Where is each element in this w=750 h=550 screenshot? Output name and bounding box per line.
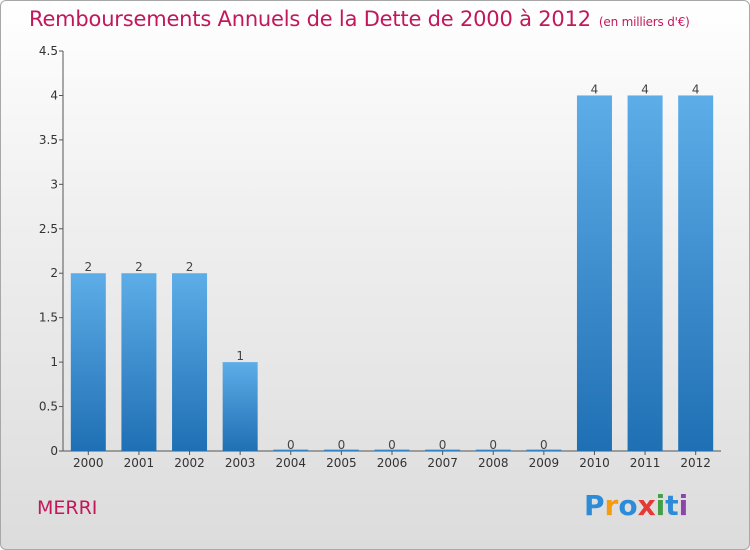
chart-title: Remboursements Annuels de la Dette de 20… [29, 7, 690, 31]
y-tick-label: 2 [50, 266, 58, 280]
data-label: 0 [338, 438, 346, 452]
proxiti-logo: Proxiti [584, 489, 688, 522]
x-tick-label: 2008 [478, 456, 509, 470]
x-tick-label: 2002 [174, 456, 205, 470]
data-label: 0 [388, 438, 396, 452]
chart-subtitle: (en milliers d'€) [598, 15, 690, 29]
data-label: 2 [186, 260, 194, 274]
logo-letter: i [678, 489, 689, 522]
commune-name: MERRI [37, 497, 98, 519]
logo-letter: x [637, 489, 656, 522]
y-tick-label: 0 [50, 444, 58, 458]
data-label: 0 [489, 438, 497, 452]
data-label: 4 [591, 82, 599, 96]
logo-letter: i [655, 489, 666, 522]
x-tick-label: 2005 [326, 456, 357, 470]
x-tick-label: 2010 [579, 456, 610, 470]
bar [323, 449, 359, 451]
x-tick-label: 2000 [73, 456, 104, 470]
bar [526, 449, 562, 451]
y-tick-label: 2.5 [39, 222, 58, 236]
bar [70, 273, 106, 451]
bar [576, 95, 612, 451]
bar [273, 449, 309, 451]
y-tick-label: 1.5 [39, 311, 58, 325]
logo-letter: o [618, 489, 638, 522]
data-label: 0 [439, 438, 447, 452]
data-label: 1 [236, 349, 244, 363]
data-label: 2 [135, 260, 143, 274]
x-tick-label: 2004 [275, 456, 306, 470]
y-tick-label: 3.5 [39, 133, 58, 147]
data-label: 2 [84, 260, 92, 274]
bar [425, 449, 461, 451]
x-tick-label: 2006 [377, 456, 408, 470]
y-tick-label: 4 [50, 88, 58, 102]
logo-letter: t [665, 489, 679, 522]
bar [121, 273, 157, 451]
x-tick-label: 2001 [124, 456, 155, 470]
y-tick-label: 1 [50, 355, 58, 369]
data-label: 4 [692, 82, 700, 96]
y-tick-label: 3 [50, 177, 58, 191]
bar [172, 273, 208, 451]
y-tick-label: 4.5 [39, 44, 58, 58]
x-tick-label: 2003 [225, 456, 256, 470]
data-label: 0 [540, 438, 548, 452]
bar [627, 95, 663, 451]
x-tick-label: 2009 [529, 456, 560, 470]
data-label: 0 [287, 438, 295, 452]
y-tick-label: 0.5 [39, 400, 58, 414]
data-label: 4 [641, 82, 649, 96]
bar [678, 95, 714, 451]
x-tick-label: 2011 [630, 456, 661, 470]
bar [374, 449, 410, 451]
bar [475, 449, 511, 451]
x-tick-label: 2007 [427, 456, 458, 470]
logo-letter: P [584, 489, 605, 522]
logo-letter: r [604, 489, 619, 522]
bar [222, 362, 258, 451]
x-tick-label: 2012 [680, 456, 711, 470]
chart-title-text: Remboursements Annuels de la Dette de 20… [29, 7, 591, 31]
